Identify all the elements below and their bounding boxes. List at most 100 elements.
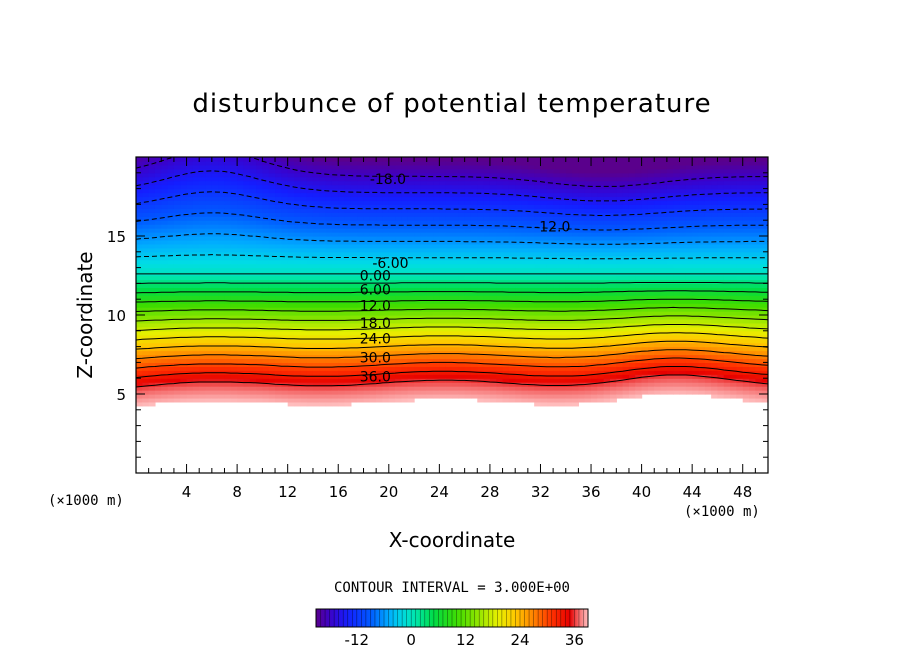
- field-cell: [199, 354, 207, 360]
- field-cell: [306, 338, 314, 344]
- field-cell: [572, 318, 579, 324]
- field-cell: [439, 263, 447, 269]
- field-cell: [249, 279, 257, 284]
- field-cell: [540, 180, 548, 186]
- field-cell: [243, 346, 251, 352]
- field-cell: [515, 358, 523, 363]
- field-cell: [610, 382, 617, 387]
- field-cell: [192, 228, 200, 233]
- field-cell: [521, 318, 529, 324]
- field-cell: [578, 378, 586, 383]
- field-cell: [565, 216, 573, 221]
- field-cell: [433, 196, 440, 202]
- field-cell: [319, 224, 327, 229]
- field-cell: [275, 350, 282, 356]
- field-cell: [534, 287, 542, 292]
- field-cell: [540, 390, 548, 395]
- field-cell: [192, 295, 200, 300]
- field-cell: [180, 390, 188, 395]
- field-cell: [559, 394, 567, 399]
- field-cell: [294, 346, 301, 352]
- field-cell: [502, 386, 510, 391]
- field-cell: [268, 362, 276, 367]
- field-cell: [199, 228, 207, 233]
- field-cell: [281, 275, 289, 281]
- field-cell: [363, 255, 371, 261]
- field-cell: [515, 362, 523, 367]
- field-cell: [527, 188, 535, 194]
- field-cell: [489, 386, 497, 391]
- field-cell: [344, 157, 352, 162]
- field-cell: [262, 315, 270, 320]
- field-cell: [186, 303, 194, 308]
- field-cell: [312, 397, 320, 403]
- field-cell: [534, 196, 542, 202]
- field-cell: [534, 330, 542, 336]
- field-cell: [401, 216, 409, 221]
- field-cell: [483, 172, 491, 178]
- field-cell: [616, 330, 624, 336]
- field-cell: [420, 232, 428, 237]
- field-cell: [622, 180, 630, 186]
- field-cell: [350, 358, 358, 363]
- field-cell: [281, 259, 289, 265]
- field-cell: [369, 378, 377, 383]
- field-cell: [230, 326, 238, 332]
- field-cell: [388, 382, 396, 387]
- field-cell: [300, 397, 308, 403]
- field-cell: [376, 334, 384, 340]
- field-cell: [319, 220, 327, 225]
- field-cell: [616, 386, 624, 391]
- field-cell: [502, 283, 510, 288]
- field-cell: [407, 216, 415, 221]
- field-cell: [622, 216, 630, 221]
- field-cell: [458, 374, 466, 379]
- field-cell: [521, 287, 529, 292]
- field-cell: [319, 326, 327, 332]
- field-cell: [350, 208, 358, 213]
- field-cell: [426, 228, 434, 233]
- field-cell: [610, 267, 617, 273]
- field-cell: [268, 228, 276, 233]
- field-cell: [628, 291, 636, 296]
- field-cell: [426, 315, 434, 320]
- field-cell: [294, 188, 301, 194]
- field-cell: [527, 251, 535, 257]
- field-cell: [388, 176, 396, 182]
- field-cell: [275, 212, 282, 217]
- field-cell: [477, 176, 485, 182]
- field-cell: [363, 370, 371, 375]
- field-cell: [572, 239, 579, 245]
- field-cell: [508, 374, 516, 379]
- field-cell: [496, 330, 504, 336]
- field-cell: [540, 370, 548, 375]
- field-cell: [559, 160, 567, 166]
- field-cell: [565, 224, 573, 229]
- field-cell: [546, 172, 554, 178]
- field-cell: [477, 322, 485, 328]
- field-cell: [148, 342, 156, 348]
- field-cell: [211, 315, 219, 320]
- field-cell: [312, 267, 320, 273]
- field-cell: [369, 176, 377, 182]
- field-cell: [281, 196, 289, 202]
- field-cell: [559, 220, 567, 225]
- field-cell: [331, 358, 339, 363]
- field-cell: [388, 390, 396, 395]
- field-cell: [154, 164, 162, 170]
- field-cell: [357, 394, 365, 399]
- field-cell: [414, 350, 421, 356]
- field-cell: [312, 283, 320, 288]
- field-cell: [483, 251, 491, 257]
- field-cell: [426, 188, 434, 194]
- field-cell: [205, 232, 213, 237]
- field-cell: [496, 358, 504, 363]
- field-cell: [559, 279, 567, 284]
- field-cell: [521, 315, 529, 320]
- field-cell: [357, 350, 365, 356]
- field-cell: [224, 315, 232, 320]
- field-cell: [515, 204, 523, 209]
- field-cell: [148, 283, 156, 288]
- field-cell: [426, 346, 434, 352]
- field-cell: [546, 315, 554, 320]
